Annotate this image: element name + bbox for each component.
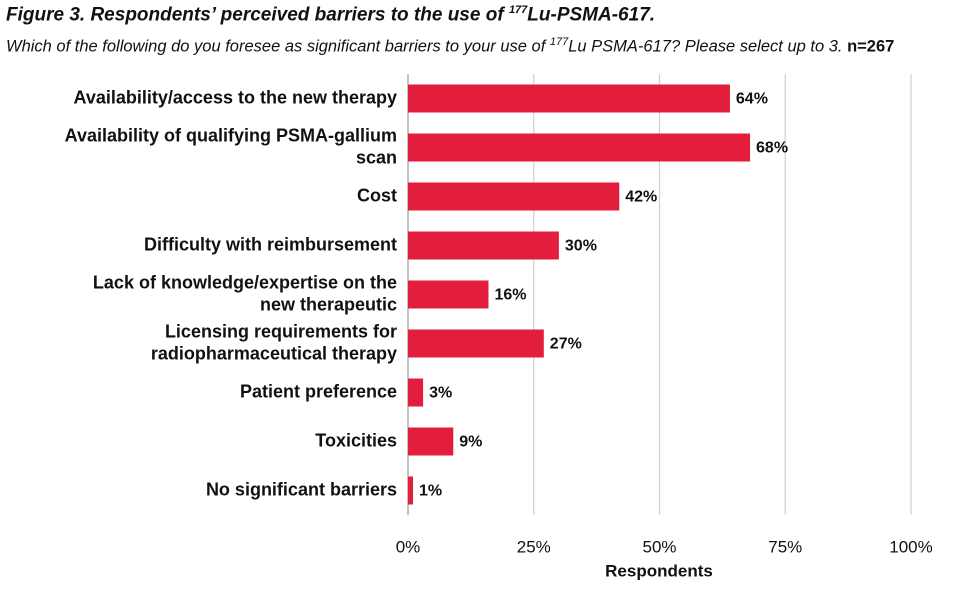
value-label: 64% — [736, 91, 768, 108]
y-tick-label: Difficulty with reimbursement — [144, 234, 397, 254]
subtitle-text: Which of the following do you foresee as… — [6, 37, 550, 56]
y-tick-label-line: Cost — [357, 185, 397, 205]
value-label: 1% — [419, 483, 442, 500]
y-tick-label-line: Patient preference — [240, 381, 397, 401]
y-tick-label-line: Toxicities — [315, 430, 397, 450]
bar — [408, 476, 414, 505]
title-superscript: 177 — [508, 4, 528, 16]
x-tick-label: 25% — [517, 537, 551, 556]
y-tick-label-line: Difficulty with reimbursement — [144, 234, 397, 254]
subtitle-text: Lu PSMA-617? Please select up to 3. — [568, 37, 843, 56]
sample-size: n=267 — [847, 37, 895, 56]
y-tick-label-line: Availability/access to the new therapy — [74, 87, 397, 107]
value-label: 16% — [494, 287, 526, 304]
bar — [408, 427, 454, 456]
chart-title: Figure 3. Respondents’ perceived barrier… — [6, 4, 936, 26]
y-tick-label: Lack of knowledge/expertise on the new th… — [93, 272, 397, 314]
y-tick-label-line: radiopharmaceutical therapy — [151, 343, 397, 363]
y-tick-label-line: Availability of qualifying PSMA-gallium — [65, 125, 397, 145]
y-tick-label-line: No significant barriers — [206, 479, 397, 499]
chart-subtitle: Which of the following do you foresee as… — [6, 32, 936, 58]
y-tick-label-line: Licensing requirements for — [165, 321, 397, 341]
x-tick-label: 50% — [642, 537, 676, 556]
bar — [408, 84, 730, 113]
y-tick-label-line: scan — [356, 147, 397, 167]
bar — [408, 329, 544, 358]
y-tick-label: Cost — [357, 185, 397, 205]
value-label: 9% — [459, 434, 482, 451]
bar — [408, 182, 620, 211]
y-tick-label: Toxicities — [315, 430, 397, 450]
y-tick-label: Licensing requirements for radiopharmaceu… — [151, 321, 397, 363]
value-label: 30% — [565, 238, 597, 255]
y-tick-label: No significant barriers — [206, 479, 397, 499]
subtitle-superscript: 177 — [549, 36, 569, 49]
value-label: 68% — [756, 140, 788, 157]
value-label: 3% — [429, 385, 452, 402]
y-tick-label: Patient preference — [240, 381, 397, 401]
bar — [408, 378, 424, 407]
x-tick-label: 100% — [889, 537, 932, 556]
title-text: Figure 3. Respondents’ perceived barrier… — [6, 4, 509, 26]
bar — [408, 133, 751, 162]
y-tick-label: Availability of qualifying PSMA-gallium s… — [65, 125, 397, 167]
x-axis-title: Respondents — [605, 561, 713, 580]
bar — [408, 280, 489, 309]
title-text: Lu-PSMA-617. — [527, 4, 656, 26]
value-label: 27% — [550, 336, 582, 353]
header: Figure 3. Respondents’ perceived barrier… — [6, 4, 936, 58]
x-tick-label: 0% — [396, 537, 421, 556]
x-tick-label: 75% — [768, 537, 802, 556]
bar — [408, 231, 559, 260]
y-tick-label: Availability/access to the new therapy — [74, 87, 397, 107]
y-tick-label-line: Lack of knowledge/expertise on the — [93, 272, 397, 292]
value-label: 42% — [625, 189, 657, 206]
y-tick-label-line: new therapeutic — [260, 294, 397, 314]
